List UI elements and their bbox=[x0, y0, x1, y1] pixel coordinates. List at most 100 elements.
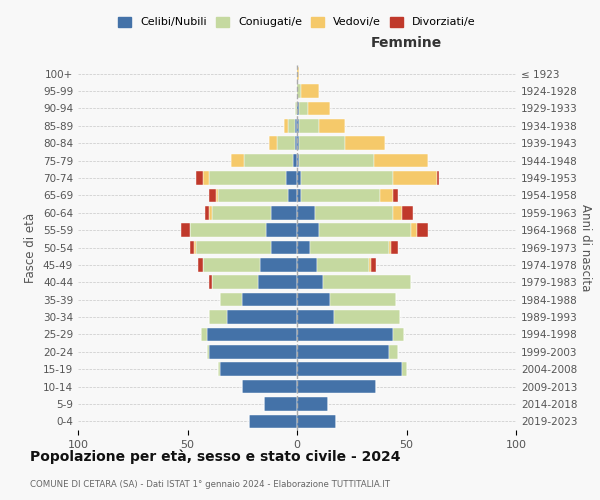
Bar bbox=[286, 171, 297, 185]
Bar bbox=[389, 345, 398, 358]
Bar bbox=[297, 328, 394, 341]
Bar bbox=[297, 136, 299, 150]
Bar bbox=[209, 188, 216, 202]
Bar bbox=[330, 293, 395, 306]
Bar bbox=[297, 67, 299, 80]
Bar bbox=[371, 258, 376, 272]
Bar bbox=[297, 171, 301, 185]
Bar bbox=[293, 154, 297, 168]
Bar bbox=[301, 84, 319, 98]
Bar bbox=[301, 188, 380, 202]
Bar bbox=[297, 188, 301, 202]
Bar bbox=[212, 206, 271, 220]
Bar bbox=[295, 136, 297, 150]
Bar bbox=[308, 102, 330, 115]
Legend: Celibi/Nubili, Coniugati/e, Vedovi/e, Divorziati/e: Celibi/Nubili, Coniugati/e, Vedovi/e, Di… bbox=[114, 12, 480, 32]
Bar bbox=[319, 119, 345, 132]
Bar bbox=[323, 276, 411, 289]
Bar bbox=[389, 240, 391, 254]
Bar bbox=[297, 258, 317, 272]
Bar bbox=[301, 171, 394, 185]
Bar bbox=[295, 119, 297, 132]
Y-axis label: Anni di nascita: Anni di nascita bbox=[578, 204, 592, 291]
Bar bbox=[209, 276, 212, 289]
Bar bbox=[334, 310, 400, 324]
Bar bbox=[310, 240, 389, 254]
Bar bbox=[260, 258, 297, 272]
Bar bbox=[394, 328, 404, 341]
Bar bbox=[297, 362, 402, 376]
Bar bbox=[297, 84, 301, 98]
Bar bbox=[244, 154, 293, 168]
Bar bbox=[269, 136, 277, 150]
Bar bbox=[209, 310, 227, 324]
Bar bbox=[220, 362, 297, 376]
Bar bbox=[411, 224, 418, 237]
Bar bbox=[319, 224, 411, 237]
Bar bbox=[437, 171, 439, 185]
Bar bbox=[196, 171, 203, 185]
Bar bbox=[216, 188, 218, 202]
Bar bbox=[394, 171, 437, 185]
Bar bbox=[394, 188, 398, 202]
Bar bbox=[284, 119, 288, 132]
Bar bbox=[297, 310, 334, 324]
Bar bbox=[242, 293, 297, 306]
Bar bbox=[295, 102, 297, 115]
Bar bbox=[220, 293, 242, 306]
Bar bbox=[200, 328, 207, 341]
Bar bbox=[391, 240, 398, 254]
Bar bbox=[194, 240, 196, 254]
Bar bbox=[207, 328, 297, 341]
Bar bbox=[297, 380, 376, 394]
Text: Femmine: Femmine bbox=[371, 36, 442, 51]
Bar bbox=[266, 224, 297, 237]
Bar bbox=[345, 136, 385, 150]
Bar bbox=[196, 240, 271, 254]
Bar bbox=[374, 154, 428, 168]
Bar bbox=[297, 240, 310, 254]
Bar bbox=[402, 206, 413, 220]
Y-axis label: Fasce di età: Fasce di età bbox=[25, 212, 37, 282]
Bar bbox=[209, 171, 286, 185]
Bar bbox=[402, 362, 407, 376]
Bar bbox=[181, 224, 190, 237]
Bar bbox=[203, 258, 260, 272]
Bar bbox=[297, 102, 299, 115]
Bar bbox=[297, 345, 389, 358]
Bar bbox=[288, 119, 295, 132]
Bar bbox=[218, 362, 220, 376]
Text: COMUNE DI CETARA (SA) - Dati ISTAT 1° gennaio 2024 - Elaborazione TUTTITALIA.IT: COMUNE DI CETARA (SA) - Dati ISTAT 1° ge… bbox=[30, 480, 390, 489]
Bar bbox=[205, 206, 209, 220]
Bar bbox=[277, 136, 295, 150]
Bar bbox=[209, 206, 212, 220]
Bar bbox=[394, 206, 402, 220]
Bar bbox=[207, 345, 209, 358]
Bar bbox=[242, 380, 297, 394]
Bar bbox=[317, 258, 369, 272]
Bar bbox=[369, 258, 371, 272]
Bar bbox=[297, 293, 330, 306]
Bar bbox=[299, 102, 308, 115]
Bar bbox=[257, 276, 297, 289]
Bar bbox=[190, 224, 266, 237]
Bar bbox=[227, 310, 297, 324]
Bar bbox=[288, 188, 297, 202]
Bar bbox=[297, 206, 314, 220]
Bar bbox=[380, 188, 394, 202]
Bar bbox=[218, 188, 288, 202]
Bar bbox=[418, 224, 428, 237]
Bar bbox=[297, 397, 328, 410]
Bar bbox=[299, 119, 319, 132]
Bar bbox=[297, 224, 319, 237]
Bar bbox=[199, 258, 203, 272]
Bar bbox=[297, 414, 337, 428]
Bar bbox=[297, 276, 323, 289]
Bar bbox=[209, 345, 297, 358]
Bar bbox=[299, 136, 345, 150]
Bar bbox=[297, 154, 299, 168]
Bar bbox=[249, 414, 297, 428]
Bar bbox=[299, 154, 374, 168]
Bar bbox=[212, 276, 257, 289]
Bar bbox=[271, 240, 297, 254]
